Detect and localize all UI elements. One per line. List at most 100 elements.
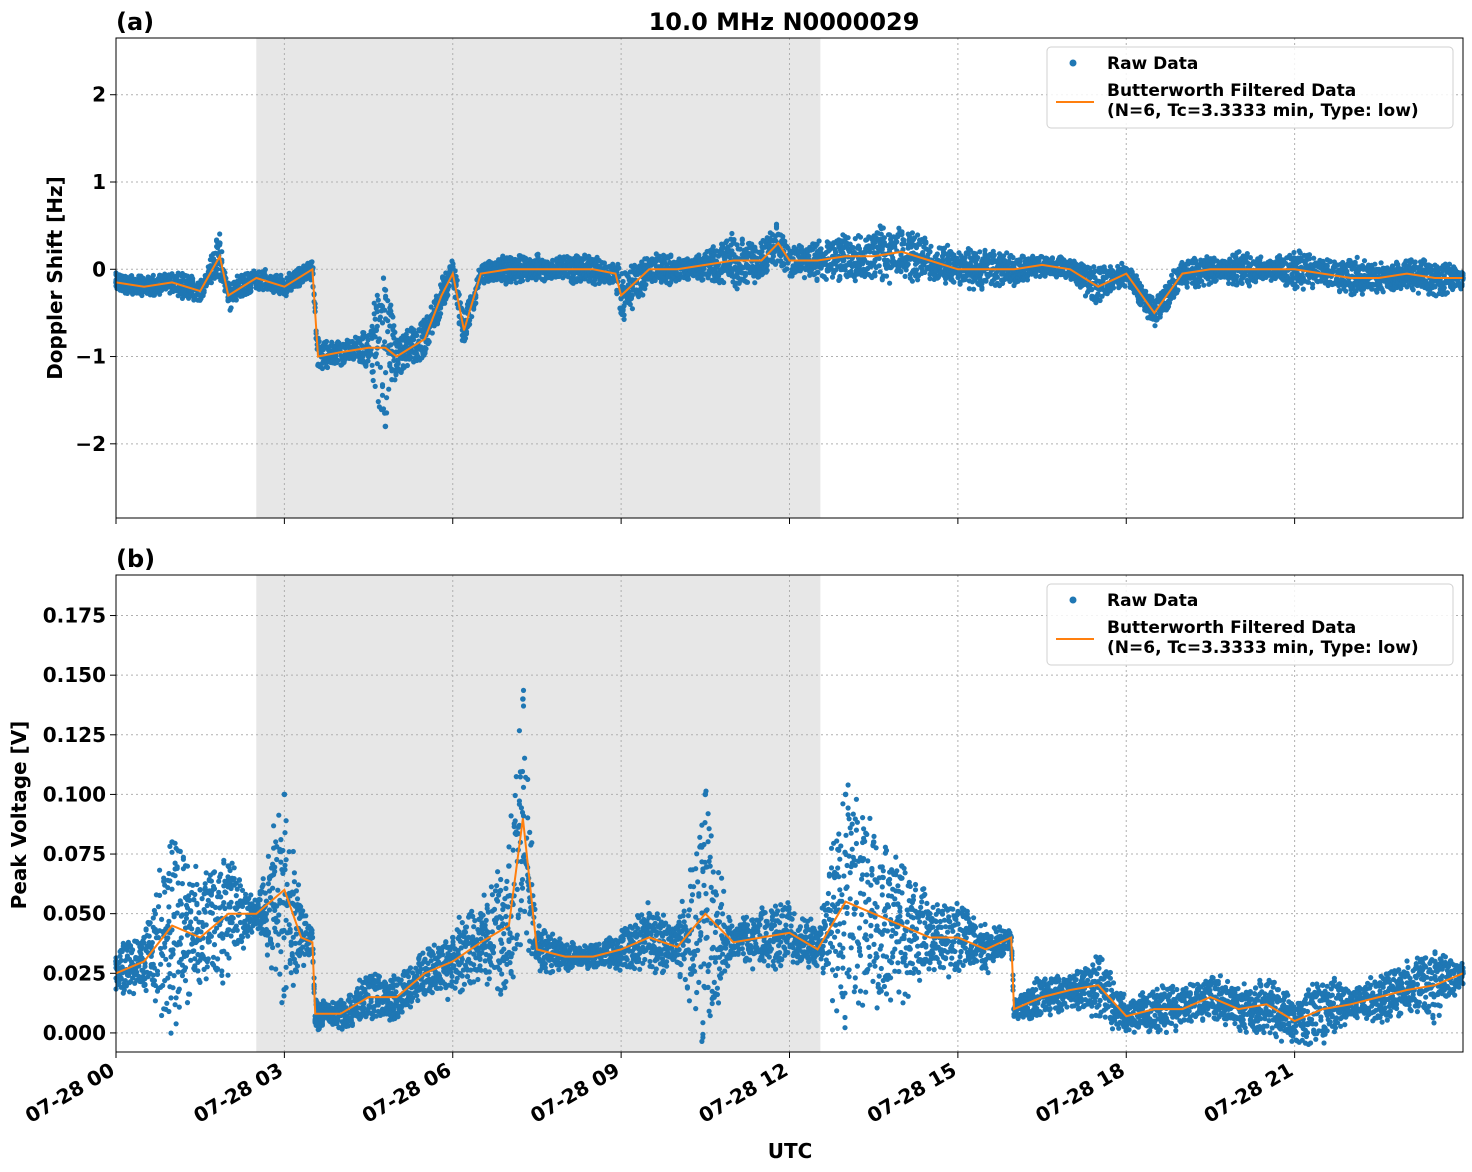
raw-data-point bbox=[752, 280, 758, 286]
raw-data-series bbox=[113, 221, 1466, 430]
raw-data-point bbox=[407, 354, 414, 360]
raw-data-point bbox=[426, 339, 432, 345]
raw-data-point bbox=[363, 363, 369, 369]
raw-data-point bbox=[1343, 288, 1349, 294]
raw-data-point bbox=[1236, 249, 1242, 255]
raw-data-point bbox=[729, 230, 735, 237]
raw-data-point bbox=[380, 275, 387, 281]
raw-data-point bbox=[1184, 284, 1190, 290]
raw-data-point bbox=[1380, 289, 1386, 295]
raw-data-point bbox=[379, 320, 386, 326]
raw-data-point bbox=[219, 249, 225, 255]
raw-data-point bbox=[411, 337, 417, 343]
raw-data-point bbox=[324, 364, 331, 371]
raw-data-point bbox=[1291, 249, 1297, 256]
raw-data-point bbox=[190, 278, 196, 284]
raw-data-point bbox=[382, 339, 388, 345]
raw-data-point bbox=[1352, 259, 1358, 265]
raw-data-point bbox=[374, 361, 380, 367]
raw-data-point bbox=[473, 300, 479, 306]
raw-data-point bbox=[414, 332, 420, 338]
raw-data-point bbox=[668, 252, 674, 258]
raw-data-point bbox=[150, 272, 156, 278]
raw-data-point bbox=[945, 242, 951, 248]
raw-data-point bbox=[876, 263, 882, 269]
raw-data-point bbox=[1372, 261, 1378, 267]
raw-data-point bbox=[744, 279, 751, 285]
raw-data-point bbox=[1294, 284, 1300, 290]
raw-data-point bbox=[710, 244, 716, 250]
raw-data-point bbox=[901, 237, 907, 243]
raw-data-point bbox=[434, 321, 441, 327]
raw-data-point bbox=[934, 251, 940, 257]
raw-data-point bbox=[519, 278, 526, 284]
raw-data-point bbox=[385, 298, 391, 304]
raw-data-point bbox=[1246, 283, 1252, 289]
raw-data-point bbox=[902, 273, 908, 279]
raw-data-point bbox=[1201, 282, 1207, 288]
chart-title: 10.0 MHz N0000029 bbox=[649, 8, 920, 36]
raw-data-point bbox=[428, 304, 434, 310]
raw-data-point bbox=[1024, 277, 1031, 283]
raw-data-point bbox=[383, 370, 389, 376]
raw-data-point bbox=[429, 330, 435, 336]
raw-data-point bbox=[877, 269, 883, 275]
raw-data-point bbox=[880, 225, 886, 231]
raw-data-point bbox=[640, 292, 646, 298]
raw-data-point bbox=[642, 286, 648, 292]
raw-data-point bbox=[208, 280, 214, 286]
raw-data-point bbox=[370, 377, 376, 384]
raw-data-point bbox=[837, 273, 843, 280]
raw-data-point bbox=[471, 306, 477, 312]
raw-data-point bbox=[928, 243, 934, 249]
raw-data-point bbox=[909, 230, 916, 236]
raw-data-point bbox=[391, 323, 397, 329]
raw-data-point bbox=[971, 286, 977, 292]
raw-data-point bbox=[375, 297, 381, 303]
raw-data-point bbox=[814, 276, 820, 282]
raw-data-point bbox=[739, 237, 745, 243]
raw-data-point bbox=[372, 316, 378, 322]
raw-data-point bbox=[382, 307, 388, 313]
raw-data-point bbox=[1049, 256, 1055, 262]
raw-data-point bbox=[629, 292, 636, 298]
raw-data-point bbox=[621, 316, 627, 322]
raw-data-point bbox=[784, 266, 790, 272]
raw-data-point bbox=[643, 282, 649, 288]
raw-data-point bbox=[248, 285, 254, 291]
raw-data-point bbox=[979, 285, 985, 291]
raw-data-point bbox=[951, 279, 957, 285]
raw-data-point bbox=[535, 251, 541, 257]
raw-data-point bbox=[388, 342, 394, 348]
raw-data-point bbox=[685, 276, 692, 282]
raw-data-point bbox=[365, 337, 371, 343]
raw-data-point bbox=[627, 301, 633, 307]
raw-data-point bbox=[616, 265, 622, 271]
raw-data-point bbox=[1378, 260, 1384, 266]
raw-data-point bbox=[513, 280, 519, 286]
raw-data-point bbox=[833, 249, 839, 255]
raw-data-point bbox=[857, 234, 864, 240]
raw-data-point bbox=[883, 273, 890, 279]
raw-data-point bbox=[370, 369, 376, 375]
raw-data-point bbox=[248, 288, 254, 295]
raw-data-point bbox=[369, 362, 375, 368]
raw-data-point bbox=[274, 272, 280, 278]
raw-data-point bbox=[550, 257, 556, 263]
raw-data-point bbox=[372, 334, 378, 340]
raw-data-point bbox=[383, 287, 389, 293]
raw-data-point bbox=[392, 329, 398, 335]
raw-data-point bbox=[130, 291, 136, 297]
raw-data-point bbox=[991, 252, 997, 258]
raw-data-point bbox=[438, 311, 444, 317]
raw-data-point bbox=[184, 273, 191, 279]
raw-data-point bbox=[392, 377, 398, 383]
raw-data-point bbox=[379, 392, 386, 398]
raw-data-point bbox=[1310, 285, 1316, 291]
raw-data-point bbox=[466, 302, 472, 308]
raw-data-point bbox=[454, 277, 460, 283]
y-axis-label-doppler: Doppler Shift [Hz] bbox=[43, 176, 67, 380]
raw-data-point bbox=[374, 309, 380, 315]
raw-data-point bbox=[387, 361, 393, 367]
